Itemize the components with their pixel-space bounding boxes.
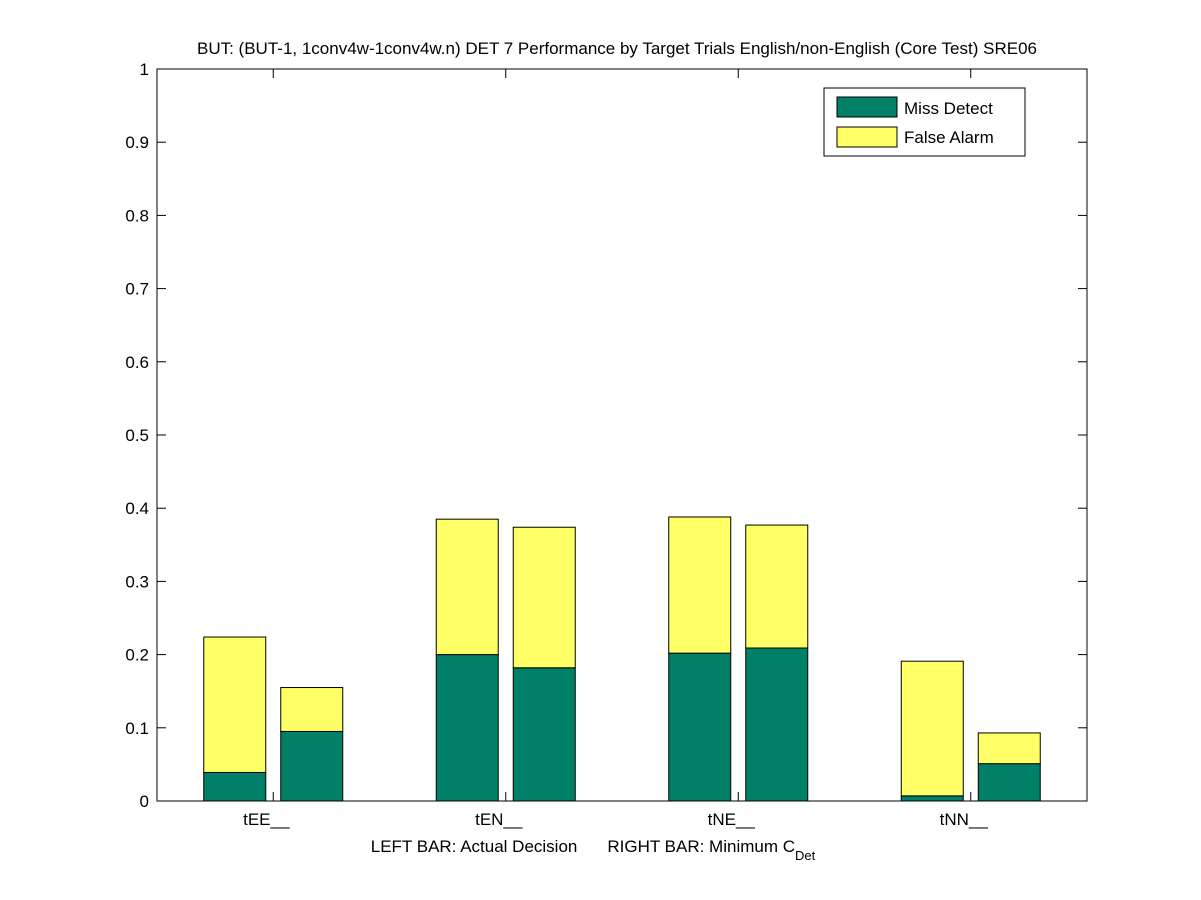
- y-tick-label: 0.4: [125, 499, 149, 518]
- chart-title: BUT: (BUT-1, 1conv4w-1conv4w.n) DET 7 Pe…: [197, 39, 1037, 58]
- x-tick-labels: tEE__ tEN__ tNE__ tNN__: [243, 810, 988, 829]
- legend-label-miss-detect: Miss Detect: [904, 99, 993, 118]
- bar-false-alarm-minimum-ten: [512, 526, 576, 669]
- legend: Miss Detect False Alarm: [823, 87, 1026, 157]
- x-tick-label: tEN__: [475, 810, 523, 829]
- y-tick-label: 1: [140, 60, 149, 79]
- bar-false-alarm-minimum-tne: [745, 524, 809, 649]
- y-tick-label: 0.9: [125, 133, 149, 152]
- x-tick-label: tEE__: [243, 810, 290, 829]
- bar-miss-detect-minimum-tee: [280, 730, 344, 802]
- x-axis-label-left: LEFT BAR: Actual Decision: [371, 837, 578, 856]
- y-tick-label: 0.6: [125, 353, 149, 372]
- bar-miss-detect-actual-tee: [203, 771, 267, 802]
- bar-false-alarm-minimum-tnn: [977, 732, 1041, 765]
- y-tick-label: 0.7: [125, 280, 149, 299]
- bar-group: [203, 516, 1041, 802]
- y-tick-label: 0.1: [125, 719, 149, 738]
- bar-false-alarm-minimum-tee: [280, 687, 344, 732]
- x-axis-label-right: RIGHT BAR: Minimum C: [607, 837, 795, 856]
- x-axis-label: LEFT BAR: Actual Decision RIGHT BAR: Mini…: [371, 837, 816, 863]
- y-tick-labels: 0 0.1 0.2 0.3 0.4 0.5 0.6 0.7 0.8 0.9 1: [125, 60, 149, 811]
- x-axis-label-subscript: Det: [795, 848, 816, 863]
- bar-miss-detect-actual-tnn: [900, 795, 964, 802]
- bar-false-alarm-actual-tee: [203, 636, 267, 773]
- y-tick-label: 0: [140, 792, 149, 811]
- x-tick-label: tNN__: [940, 810, 989, 829]
- y-tick-label: 0.8: [125, 206, 149, 225]
- y-tick-label: 0.2: [125, 646, 149, 665]
- axes: [156, 68, 1088, 802]
- legend-swatch-miss-detect: [836, 96, 898, 118]
- bar-miss-detect-actual-tne: [668, 652, 732, 802]
- bar-miss-detect-minimum-tnn: [977, 763, 1041, 802]
- legend-swatch-false-alarm: [836, 126, 898, 148]
- bar-miss-detect-minimum-ten: [512, 667, 576, 802]
- bar-false-alarm-actual-ten: [435, 518, 499, 656]
- bar-false-alarm-actual-tne: [668, 516, 732, 654]
- legend-label-false-alarm: False Alarm: [904, 128, 994, 147]
- y-tick-label: 0.3: [125, 572, 149, 591]
- y-tick-label: 0.5: [125, 426, 149, 445]
- bar-false-alarm-actual-tnn: [900, 660, 964, 797]
- bar-miss-detect-actual-ten: [435, 654, 499, 802]
- x-tick-label: tNE__: [708, 810, 756, 829]
- bar-miss-detect-minimum-tne: [745, 647, 809, 802]
